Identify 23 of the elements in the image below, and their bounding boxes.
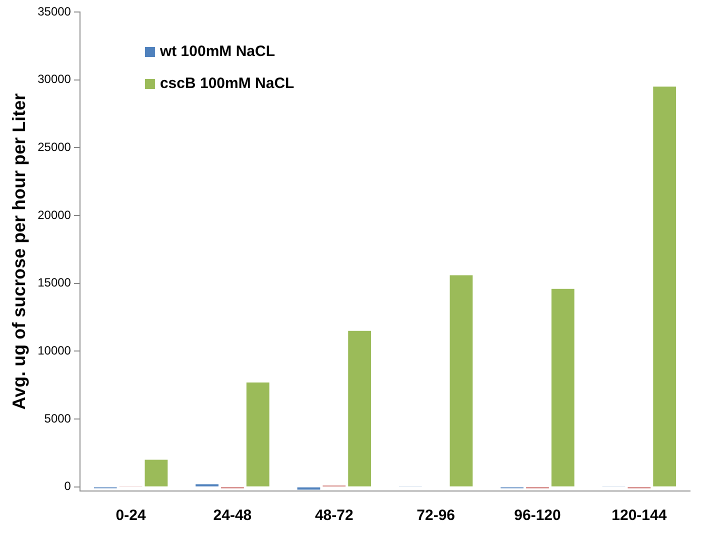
x-tick-label: 120-144: [612, 507, 668, 524]
y-tick-label: 10000: [38, 344, 72, 358]
bar: [551, 288, 574, 486]
legend-label: cscB 100mM NaCL: [160, 75, 294, 92]
y-tick-label: 0: [64, 479, 72, 494]
y-tick-label: 25000: [38, 140, 72, 154]
x-tick-label: 48-72: [314, 507, 354, 524]
legend-label: wt 100mM NaCL: [158, 43, 275, 60]
bar: [246, 382, 270, 486]
x-tick-label: 96-120: [514, 507, 561, 524]
bar: [348, 330, 372, 486]
y-tick-label: 20000: [38, 208, 72, 222]
bar: [653, 86, 676, 486]
y-axis-title: Avg. ug of sucrose per hour per Liter: [8, 93, 29, 410]
y-tick-label: 5000: [44, 411, 72, 426]
y-tick-label: 35000: [38, 4, 72, 18]
y-tick-label: 15000: [38, 276, 72, 290]
y-tick-label: 30000: [38, 72, 72, 86]
x-tick-label: 0-24: [116, 507, 146, 524]
x-tick-label: 72-96: [416, 507, 456, 524]
bar: [144, 460, 168, 486]
x-tick-label: 24-48: [213, 507, 252, 524]
bar: [450, 275, 473, 486]
